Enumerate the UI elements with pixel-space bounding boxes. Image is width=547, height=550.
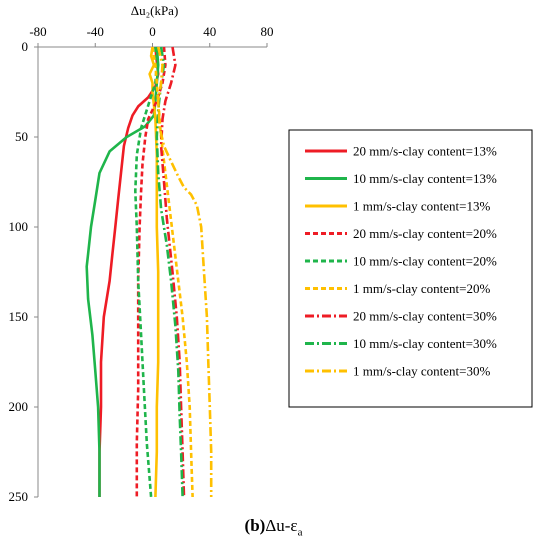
series-line-2 (85, 46, 160, 497)
axis-layer: -80 -40 0 40 80 0 50 100 150 200 250 Δu₂(kPa) (9, 3, 274, 504)
legend-label-1: 20 mm/s-clay content=13% (353, 144, 497, 159)
caption-part: (b) (244, 516, 266, 535)
series-line-6 (151, 46, 194, 498)
figure-caption: (b)Δu-εa (0, 516, 547, 538)
legend-label-6: 1 mm/s-clay content=20% (353, 281, 490, 296)
x-tick-label: 0 (149, 24, 156, 39)
caption-text: Δu-ε (265, 516, 298, 535)
series-line-9 (156, 46, 213, 497)
legend-label-8: 10 mm/s-clay content=30% (353, 336, 497, 351)
x-tick-label: -40 (87, 24, 104, 39)
series-line-1 (98, 46, 160, 497)
series-line-4 (135, 46, 167, 497)
legend-label-7: 20 mm/s-clay content=30% (353, 309, 497, 324)
y-tick-label: 50 (15, 129, 28, 144)
series-line-5 (134, 46, 159, 498)
x-tick-label: 80 (261, 24, 274, 39)
legend-label-4: 20 mm/s-clay content=20% (353, 226, 497, 241)
series-line-7 (159, 46, 186, 498)
y-tick-label: 250 (9, 489, 29, 504)
y-tick-label: 200 (9, 399, 29, 414)
legend-label-2: 10 mm/s-clay content=13% (353, 171, 497, 186)
x-tick-label: -80 (29, 24, 46, 39)
legend: 20 mm/s-clay content=13% 10 mm/s-clay con… (288, 129, 533, 408)
x-axis-label: Δu₂(kPa) (131, 3, 179, 18)
y-tick-label: 150 (9, 309, 29, 324)
caption-subscript: a (297, 526, 303, 539)
y-tick-label: 100 (9, 219, 29, 234)
x-tick-label: 40 (203, 24, 216, 39)
series-line-3 (148, 46, 160, 498)
series-line-8 (155, 46, 184, 498)
legend-box (288, 129, 533, 408)
legend-label-5: 10 mm/s-clay content=20% (353, 254, 497, 269)
legend-label-3: 1 mm/s-clay content=13% (353, 199, 490, 214)
series-layer (85, 46, 213, 498)
legend-label-9: 1 mm/s-clay content=30% (353, 364, 490, 379)
y-tick-label: 0 (22, 39, 29, 54)
